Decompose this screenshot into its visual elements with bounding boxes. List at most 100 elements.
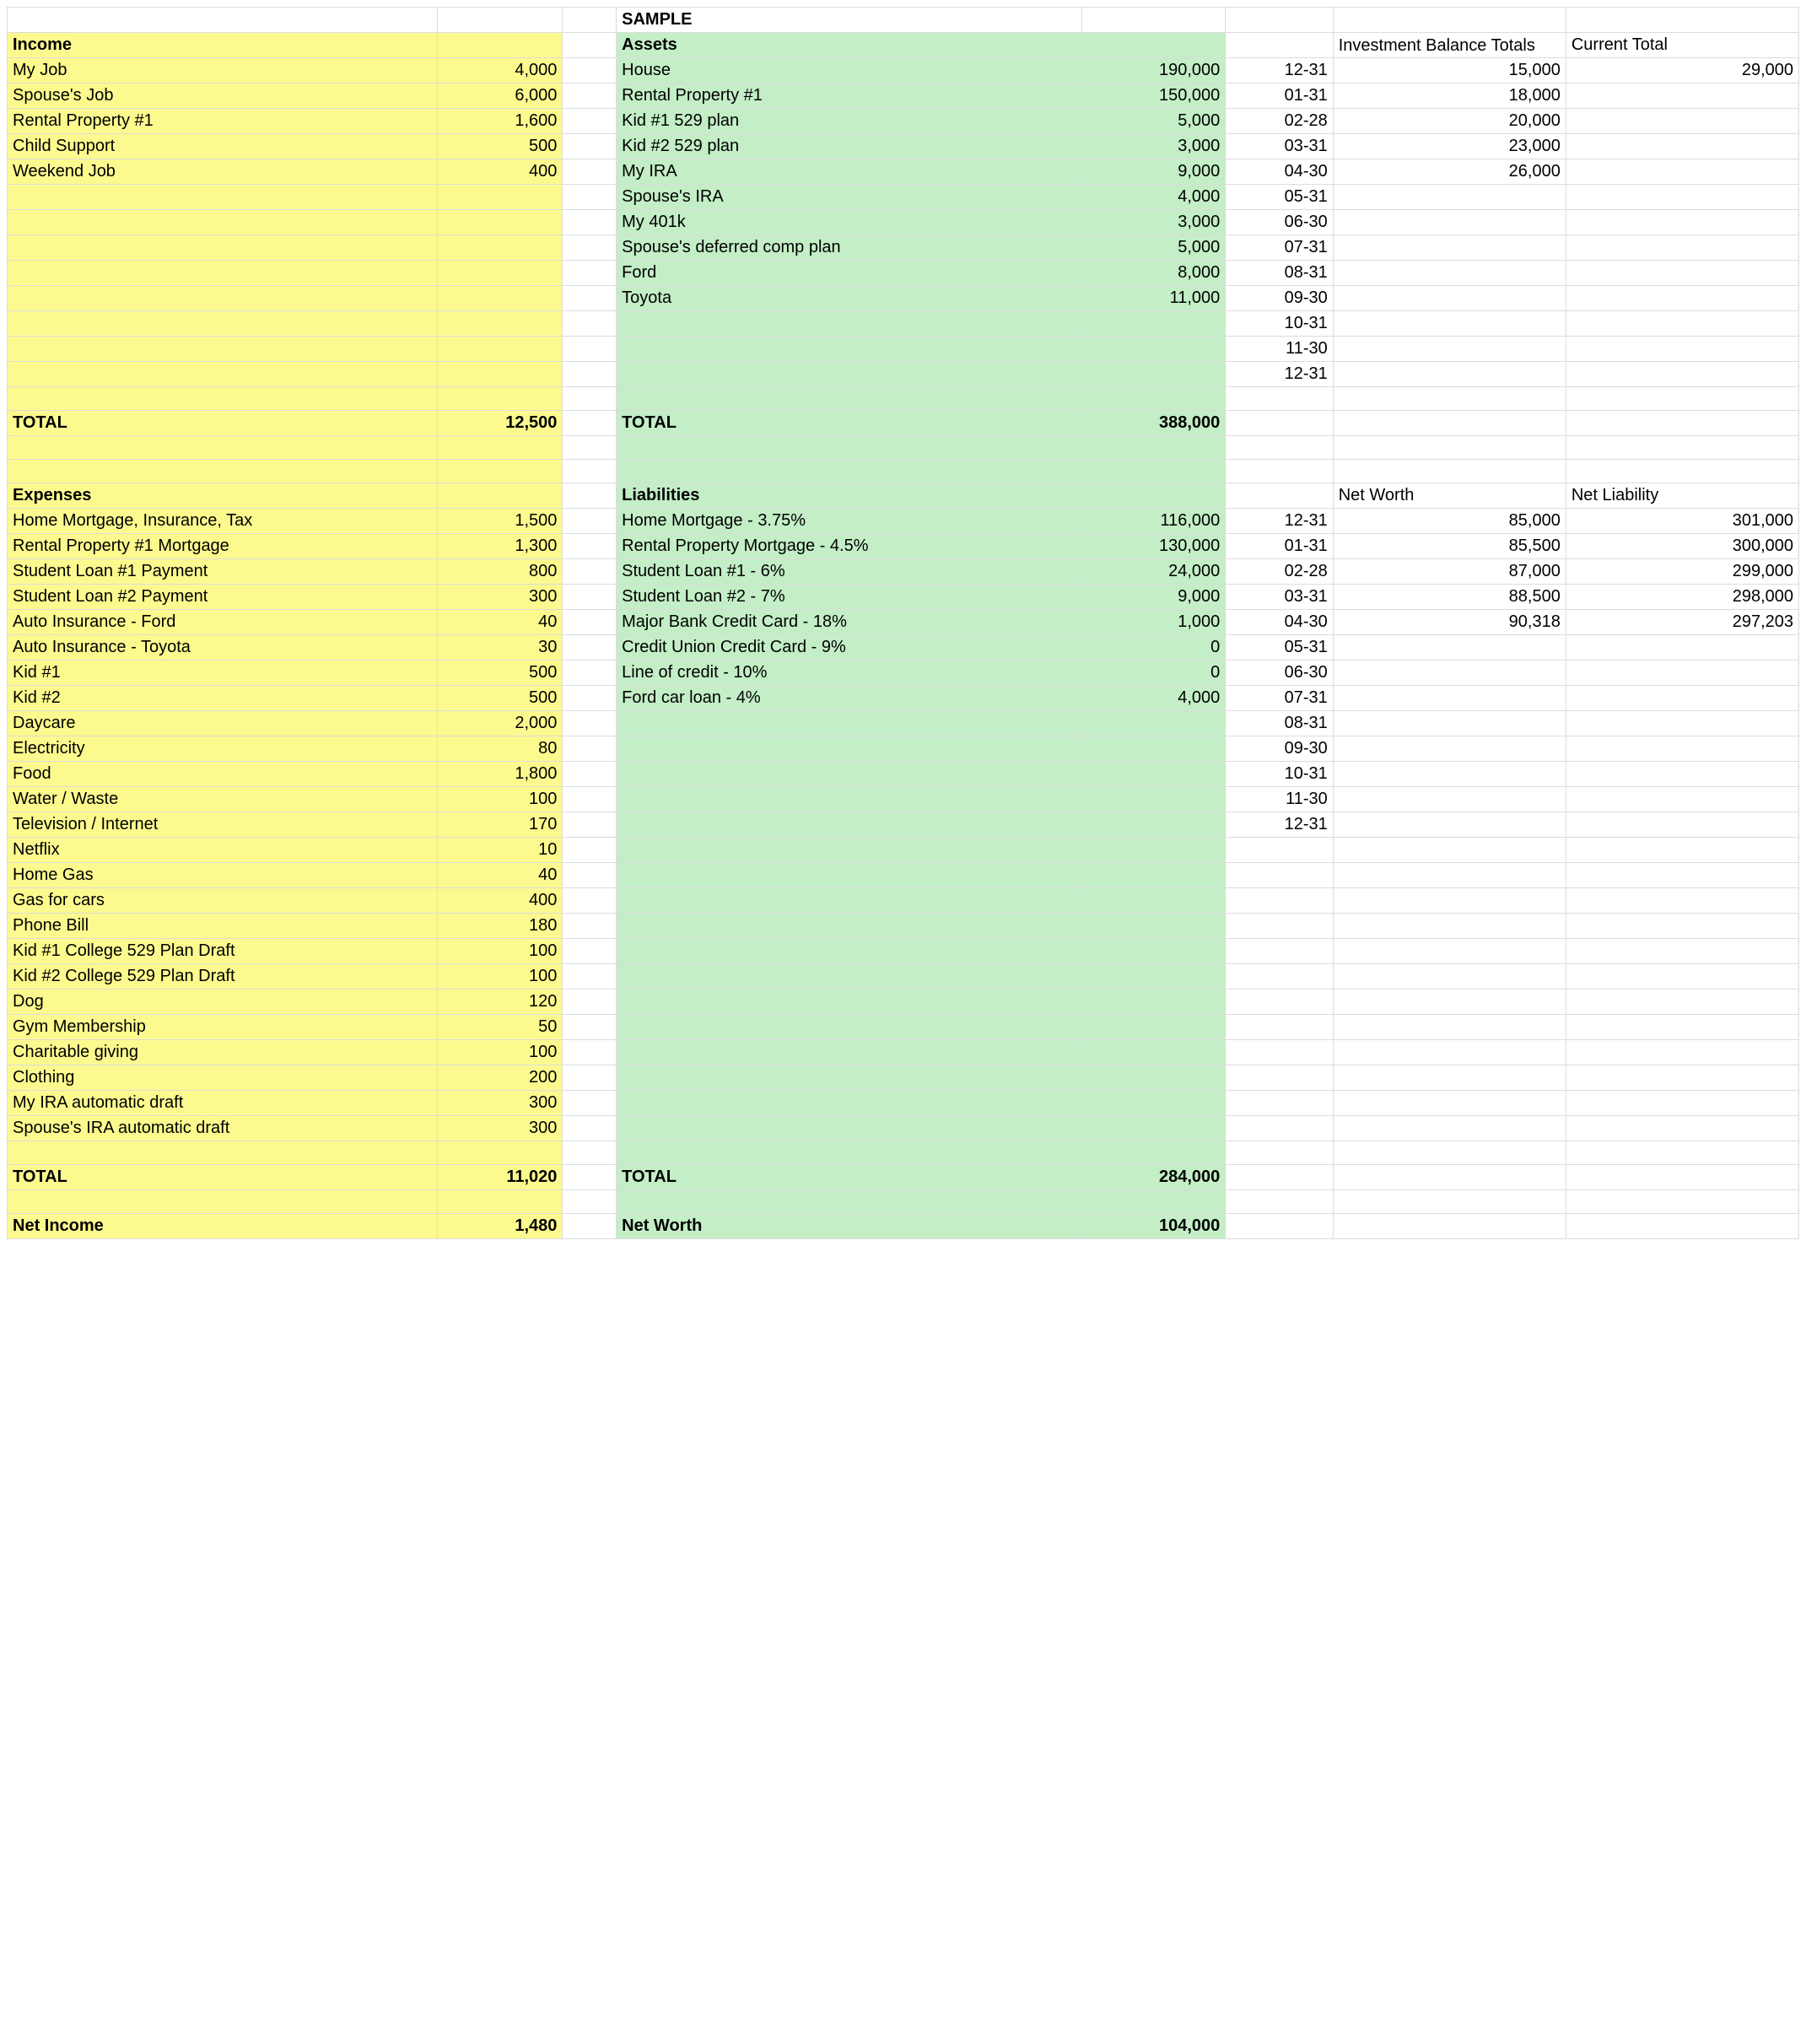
- expense-label[interactable]: Auto Insurance - Toyota: [8, 635, 438, 661]
- liability-label[interactable]: Student Loan #2 - 7%: [617, 585, 1082, 610]
- cell-blank[interactable]: [1226, 1015, 1333, 1040]
- income-value[interactable]: 400: [437, 159, 563, 185]
- cell-blank[interactable]: [437, 261, 563, 286]
- asset-value[interactable]: 5,000: [1082, 109, 1226, 134]
- cell-blank[interactable]: [1566, 159, 1798, 185]
- cell-blank[interactable]: [1333, 939, 1566, 964]
- cell-blank[interactable]: [617, 914, 1082, 939]
- inv-date[interactable]: 10-31: [1226, 311, 1333, 337]
- liability-value[interactable]: 1,000: [1082, 610, 1226, 635]
- expense-value[interactable]: 170: [437, 812, 563, 838]
- cell-blank[interactable]: [1566, 1065, 1798, 1091]
- nw-date[interactable]: 08-31: [1226, 711, 1333, 736]
- expense-label[interactable]: Water / Waste: [8, 787, 438, 812]
- cell-blank[interactable]: [1333, 990, 1566, 1015]
- asset-value[interactable]: 8,000: [1082, 261, 1226, 286]
- expense-value[interactable]: 40: [437, 610, 563, 635]
- expense-label[interactable]: Kid #1 College 529 Plan Draft: [8, 939, 438, 964]
- expense-value[interactable]: 80: [437, 736, 563, 762]
- cell-blank[interactable]: [1082, 1015, 1226, 1040]
- expense-label[interactable]: My IRA automatic draft: [8, 1091, 438, 1116]
- asset-label[interactable]: Toyota: [617, 286, 1082, 311]
- income-label[interactable]: Spouse's Job: [8, 84, 438, 109]
- inv-balance-value[interactable]: 18,000: [1333, 84, 1566, 109]
- expense-label[interactable]: Student Loan #1 Payment: [8, 559, 438, 585]
- asset-label[interactable]: My 401k: [617, 210, 1082, 235]
- cell-blank[interactable]: [617, 711, 1082, 736]
- cell-blank[interactable]: [617, 1065, 1082, 1091]
- inv-date[interactable]: 07-31: [1226, 235, 1333, 261]
- cell-blank[interactable]: [1333, 736, 1566, 762]
- cell-blank[interactable]: [437, 286, 563, 311]
- expense-label[interactable]: Phone Bill: [8, 914, 438, 939]
- expense-label[interactable]: Spouse's IRA automatic draft: [8, 1116, 438, 1141]
- nw-date[interactable]: 12-31: [1226, 812, 1333, 838]
- expense-label[interactable]: Rental Property #1 Mortgage: [8, 534, 438, 559]
- expense-value[interactable]: 120: [437, 990, 563, 1015]
- cell-blank[interactable]: [1333, 812, 1566, 838]
- cell-blank[interactable]: [1566, 939, 1798, 964]
- cell-blank[interactable]: [1566, 311, 1798, 337]
- cell-blank[interactable]: [1333, 286, 1566, 311]
- cell-blank[interactable]: [1333, 1065, 1566, 1091]
- cell-blank[interactable]: [1566, 762, 1798, 787]
- cell-blank[interactable]: [1566, 261, 1798, 286]
- cell-blank[interactable]: [1082, 311, 1226, 337]
- nw-date[interactable]: 10-31: [1226, 762, 1333, 787]
- expense-value[interactable]: 30: [437, 635, 563, 661]
- expense-value[interactable]: 300: [437, 585, 563, 610]
- cell-blank[interactable]: [1333, 1091, 1566, 1116]
- cell-blank[interactable]: [1566, 235, 1798, 261]
- liability-label[interactable]: Ford car loan - 4%: [617, 686, 1082, 711]
- nw-date[interactable]: 03-31: [1226, 585, 1333, 610]
- current-total-value[interactable]: 29,000: [1566, 58, 1798, 84]
- cell-blank[interactable]: [1226, 939, 1333, 964]
- asset-label[interactable]: House: [617, 58, 1082, 84]
- expense-label[interactable]: Home Gas: [8, 863, 438, 888]
- liability-value[interactable]: 116,000: [1082, 509, 1226, 534]
- cell-blank[interactable]: [1333, 762, 1566, 787]
- cell-blank[interactable]: [1566, 1040, 1798, 1065]
- cell-blank[interactable]: [617, 812, 1082, 838]
- asset-value[interactable]: 3,000: [1082, 134, 1226, 159]
- nw-date[interactable]: 09-30: [1226, 736, 1333, 762]
- asset-value[interactable]: 11,000: [1082, 286, 1226, 311]
- expense-label[interactable]: Kid #2 College 529 Plan Draft: [8, 964, 438, 990]
- cell-blank[interactable]: [1566, 286, 1798, 311]
- expense-value[interactable]: 180: [437, 914, 563, 939]
- inv-balance-value[interactable]: 20,000: [1333, 109, 1566, 134]
- networth-value[interactable]: 88,500: [1333, 585, 1566, 610]
- cell-blank[interactable]: [1566, 863, 1798, 888]
- inv-date[interactable]: 11-30: [1226, 337, 1333, 362]
- inv-balance-value[interactable]: 23,000: [1333, 134, 1566, 159]
- inv-balance-value[interactable]: 15,000: [1333, 58, 1566, 84]
- cell-blank[interactable]: [1566, 134, 1798, 159]
- cell-blank[interactable]: [437, 210, 563, 235]
- expense-label[interactable]: Dog: [8, 990, 438, 1015]
- expense-label[interactable]: Electricity: [8, 736, 438, 762]
- cell-blank[interactable]: [1082, 939, 1226, 964]
- cell-blank[interactable]: [1082, 838, 1226, 863]
- cell-blank[interactable]: [1082, 762, 1226, 787]
- cell-blank[interactable]: [1226, 990, 1333, 1015]
- inv-date[interactable]: 09-30: [1226, 286, 1333, 311]
- cell-blank[interactable]: [1333, 914, 1566, 939]
- cell-blank[interactable]: [1333, 787, 1566, 812]
- cell-blank[interactable]: [1333, 711, 1566, 736]
- cell-blank[interactable]: [617, 838, 1082, 863]
- cell-blank[interactable]: [1082, 1116, 1226, 1141]
- cell-blank[interactable]: [1082, 990, 1226, 1015]
- expense-value[interactable]: 200: [437, 1065, 563, 1091]
- liability-value[interactable]: 0: [1082, 635, 1226, 661]
- asset-value[interactable]: 5,000: [1082, 235, 1226, 261]
- income-value[interactable]: 6,000: [437, 84, 563, 109]
- expense-value[interactable]: 800: [437, 559, 563, 585]
- cell-blank[interactable]: [1566, 838, 1798, 863]
- cell-blank[interactable]: [1082, 711, 1226, 736]
- netliability-value[interactable]: 301,000: [1566, 509, 1798, 534]
- cell-blank[interactable]: [617, 990, 1082, 1015]
- cell-blank[interactable]: [617, 787, 1082, 812]
- inv-date[interactable]: 02-28: [1226, 109, 1333, 134]
- networth-value[interactable]: 85,500: [1333, 534, 1566, 559]
- cell-blank[interactable]: [1566, 990, 1798, 1015]
